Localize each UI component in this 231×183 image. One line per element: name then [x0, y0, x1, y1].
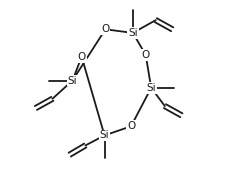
- Text: Si: Si: [146, 83, 156, 93]
- Text: O: O: [101, 24, 109, 34]
- Text: Si: Si: [128, 28, 138, 38]
- Text: O: O: [78, 52, 86, 62]
- Text: Si: Si: [100, 130, 109, 140]
- Text: O: O: [127, 121, 135, 131]
- Text: O: O: [142, 50, 150, 60]
- Text: Si: Si: [68, 76, 77, 85]
